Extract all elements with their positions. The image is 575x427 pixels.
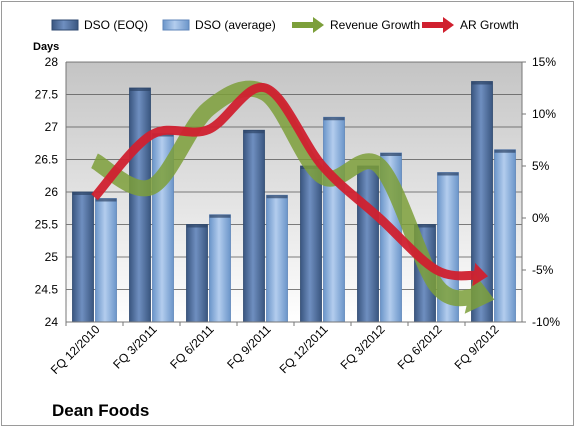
legend-label-dso-eoq-: DSO (EOQ) bbox=[84, 18, 148, 32]
y-tick-label: 28 bbox=[45, 55, 59, 69]
x-tick-label: FQ 12/2011 bbox=[277, 322, 331, 376]
bar-cap bbox=[266, 195, 288, 199]
arrowhead-ar-growth bbox=[472, 262, 489, 287]
bar-dso-eoq bbox=[243, 129, 265, 323]
bar-cap bbox=[186, 224, 208, 228]
bar-cap bbox=[494, 149, 516, 153]
legend-label-dso-average-: DSO (average) bbox=[195, 18, 276, 32]
y2-tick-label: -5% bbox=[532, 263, 554, 277]
bar-cap bbox=[380, 153, 402, 156]
bar-dso-average bbox=[266, 194, 288, 323]
legend-label-revenue-growth: Revenue Growth bbox=[330, 18, 420, 32]
x-tick-label: FQ 9/2012 bbox=[452, 322, 502, 372]
legend-label-ar-growth: AR Growth bbox=[460, 18, 519, 32]
right-axis-ticks: -10% -5% 0% 5% 10% 15% bbox=[522, 55, 560, 329]
bar-dso-eoq bbox=[357, 165, 379, 323]
x-axis-ticks: FQ 12/2010 FQ 3/2011 FQ 6/2011 FQ 9/2011 FQ … bbox=[48, 322, 502, 377]
bar-dso-eoq bbox=[72, 191, 94, 323]
x-tick-label: FQ 6/2011 bbox=[167, 322, 217, 372]
y2-tick-label: 5% bbox=[532, 159, 550, 173]
company-name: Dean Foods bbox=[52, 401, 149, 420]
series-ar-growth bbox=[91, 82, 489, 287]
bar-cap bbox=[471, 81, 493, 85]
legend-swatch-dso-average- bbox=[162, 19, 190, 31]
bar-cap bbox=[129, 88, 151, 91]
legend: DSO (EOQ) DSO (average) Revenue Growth AR G… bbox=[51, 17, 519, 33]
lines-layer bbox=[90, 80, 495, 314]
y-tick-label: 25.5 bbox=[35, 218, 59, 232]
y-tick-label: 26.5 bbox=[35, 153, 59, 167]
y-axis-label: Days bbox=[33, 41, 59, 53]
bar-cap bbox=[72, 192, 94, 195]
y2-tick-label: 15% bbox=[532, 55, 556, 69]
x-tick-label: FQ 6/2012 bbox=[395, 322, 445, 372]
bar-dso-eoq bbox=[300, 165, 322, 323]
bar-cap bbox=[95, 198, 117, 202]
legend-arrow-revenue-growth bbox=[313, 17, 324, 33]
x-tick-label: FQ 12/2010 bbox=[48, 322, 103, 377]
bar-cap bbox=[414, 224, 436, 228]
bar-dso-average bbox=[494, 149, 516, 323]
y2-tick-label: -10% bbox=[532, 315, 560, 329]
left-axis-ticks: 24 24.5 25 25.5 26 26.5 27 27.5 28 bbox=[35, 55, 59, 329]
bar-cap bbox=[243, 130, 265, 134]
bar-dso-average bbox=[209, 214, 231, 323]
x-tick-label: FQ 3/2011 bbox=[110, 322, 160, 372]
y2-tick-label: 0% bbox=[532, 211, 550, 225]
y-tick-label: 27 bbox=[45, 120, 59, 134]
x-tick-label: FQ 9/2011 bbox=[224, 322, 274, 372]
bar-cap bbox=[209, 214, 231, 218]
line-ar-growth bbox=[91, 82, 481, 281]
legend-swatch-dso-eoq- bbox=[51, 19, 79, 31]
bar-dso-average bbox=[95, 198, 117, 323]
y-tick-label: 24 bbox=[45, 315, 59, 329]
bar-dso-eoq bbox=[186, 224, 208, 323]
y-tick-label: 25 bbox=[45, 250, 59, 264]
bar-cap bbox=[323, 117, 345, 121]
bar-dso-average bbox=[323, 116, 345, 323]
bar-cap bbox=[437, 172, 459, 176]
y2-tick-label: 10% bbox=[532, 107, 556, 121]
arrowhead-revenue-growth bbox=[464, 273, 495, 314]
y-tick-label: 27.5 bbox=[35, 88, 59, 102]
y-tick-label: 24.5 bbox=[35, 283, 59, 297]
legend-arrow-ar-growth bbox=[443, 17, 454, 33]
bar-dso-eoq bbox=[129, 87, 151, 323]
x-tick-label: FQ 3/2012 bbox=[338, 322, 388, 372]
y-tick-label: 26 bbox=[45, 185, 59, 199]
